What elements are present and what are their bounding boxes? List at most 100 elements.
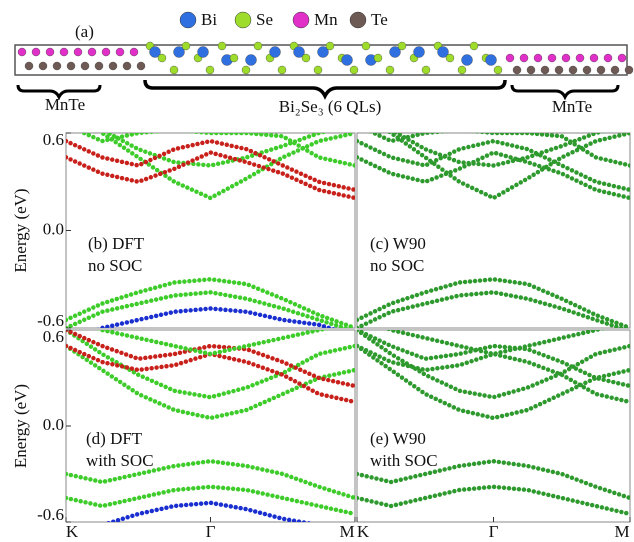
atom <box>253 41 263 51</box>
panel-label: (a) <box>75 22 94 41</box>
atom <box>108 61 118 71</box>
atom <box>385 65 395 75</box>
atom <box>31 47 41 57</box>
atom <box>603 53 613 63</box>
atom <box>317 46 329 58</box>
atom <box>526 65 536 75</box>
atom <box>277 65 287 75</box>
atom <box>217 41 227 51</box>
legend-label: Se <box>256 10 273 29</box>
y-tick-label: -0.6 <box>37 311 64 330</box>
atom <box>512 65 522 75</box>
atom <box>596 65 606 75</box>
bracket <box>16 84 102 101</box>
x-tick-label: K <box>66 522 79 541</box>
atom <box>540 65 550 75</box>
atom <box>617 53 627 63</box>
atom <box>373 53 383 63</box>
atom <box>169 65 179 75</box>
atom <box>122 61 132 71</box>
x-tick-label: Γ <box>206 522 216 541</box>
y-axis-label: Energy (eV) <box>11 188 30 272</box>
atom <box>181 41 191 51</box>
band <box>357 290 628 328</box>
atom <box>575 53 585 63</box>
plot-area <box>357 330 630 517</box>
atom <box>547 53 557 63</box>
band <box>96 330 330 357</box>
atom <box>38 61 48 71</box>
atom <box>157 53 167 63</box>
atom <box>94 61 104 71</box>
atom <box>59 47 69 57</box>
band <box>66 458 355 501</box>
plot-frame <box>65 132 356 329</box>
atom <box>568 65 578 75</box>
atom <box>73 47 83 57</box>
band <box>357 458 630 501</box>
atom <box>421 65 431 75</box>
panel-annotation: with SOC <box>86 451 154 470</box>
atom <box>582 65 592 75</box>
atom <box>349 65 359 75</box>
band <box>103 133 330 168</box>
band <box>104 500 314 522</box>
region-label: MnTe <box>552 97 592 116</box>
plot-area <box>66 330 355 522</box>
band <box>385 330 606 357</box>
atom <box>80 61 90 71</box>
band <box>66 277 355 328</box>
band <box>66 290 353 328</box>
atom <box>461 54 473 66</box>
atom <box>301 53 311 63</box>
x-tick-label: M <box>339 522 354 541</box>
band <box>357 484 630 517</box>
y-tick-label: 0.0 <box>43 219 64 238</box>
panel-annotation: no SOC <box>88 256 142 275</box>
atom <box>325 41 335 51</box>
atom <box>17 47 27 57</box>
bracket <box>143 79 507 100</box>
panel-annotation: with SOC <box>370 451 438 470</box>
band <box>387 133 630 201</box>
band <box>98 133 355 201</box>
atom <box>129 47 139 57</box>
atom <box>241 65 251 75</box>
atom <box>485 54 497 66</box>
atom <box>205 65 215 75</box>
y-tick-label: 0.6 <box>43 130 64 149</box>
bracket <box>510 84 620 101</box>
atom <box>87 47 97 57</box>
atom <box>397 41 407 51</box>
panel-annotation: no SOC <box>370 256 424 275</box>
plot-frame <box>356 132 631 329</box>
band <box>368 133 630 168</box>
legend-swatch <box>349 11 367 29</box>
atom <box>589 53 599 63</box>
atom <box>101 47 111 57</box>
atom <box>293 46 305 58</box>
atom <box>341 54 353 66</box>
y-axis-label: Energy (eV) <box>11 384 30 468</box>
atom <box>52 61 62 71</box>
band <box>66 330 355 389</box>
atom <box>115 47 125 57</box>
band <box>357 150 630 201</box>
panel-annotation: (c) W90 <box>370 234 426 253</box>
region-label: Bi₂Se₃ (6 QLs) <box>279 97 382 116</box>
atom <box>66 61 76 71</box>
atom <box>269 46 281 58</box>
atom <box>197 46 209 58</box>
atom <box>389 46 401 58</box>
y-tick-label: -0.6 <box>37 505 64 524</box>
band <box>78 133 355 168</box>
atom <box>361 41 371 51</box>
atom <box>624 65 634 75</box>
legend-label: Bi <box>201 10 217 29</box>
y-tick-label: 0.0 <box>43 415 64 434</box>
band <box>357 277 630 328</box>
atom <box>136 61 146 71</box>
band <box>357 343 630 421</box>
legend-swatch <box>234 11 252 29</box>
atom <box>505 53 515 63</box>
